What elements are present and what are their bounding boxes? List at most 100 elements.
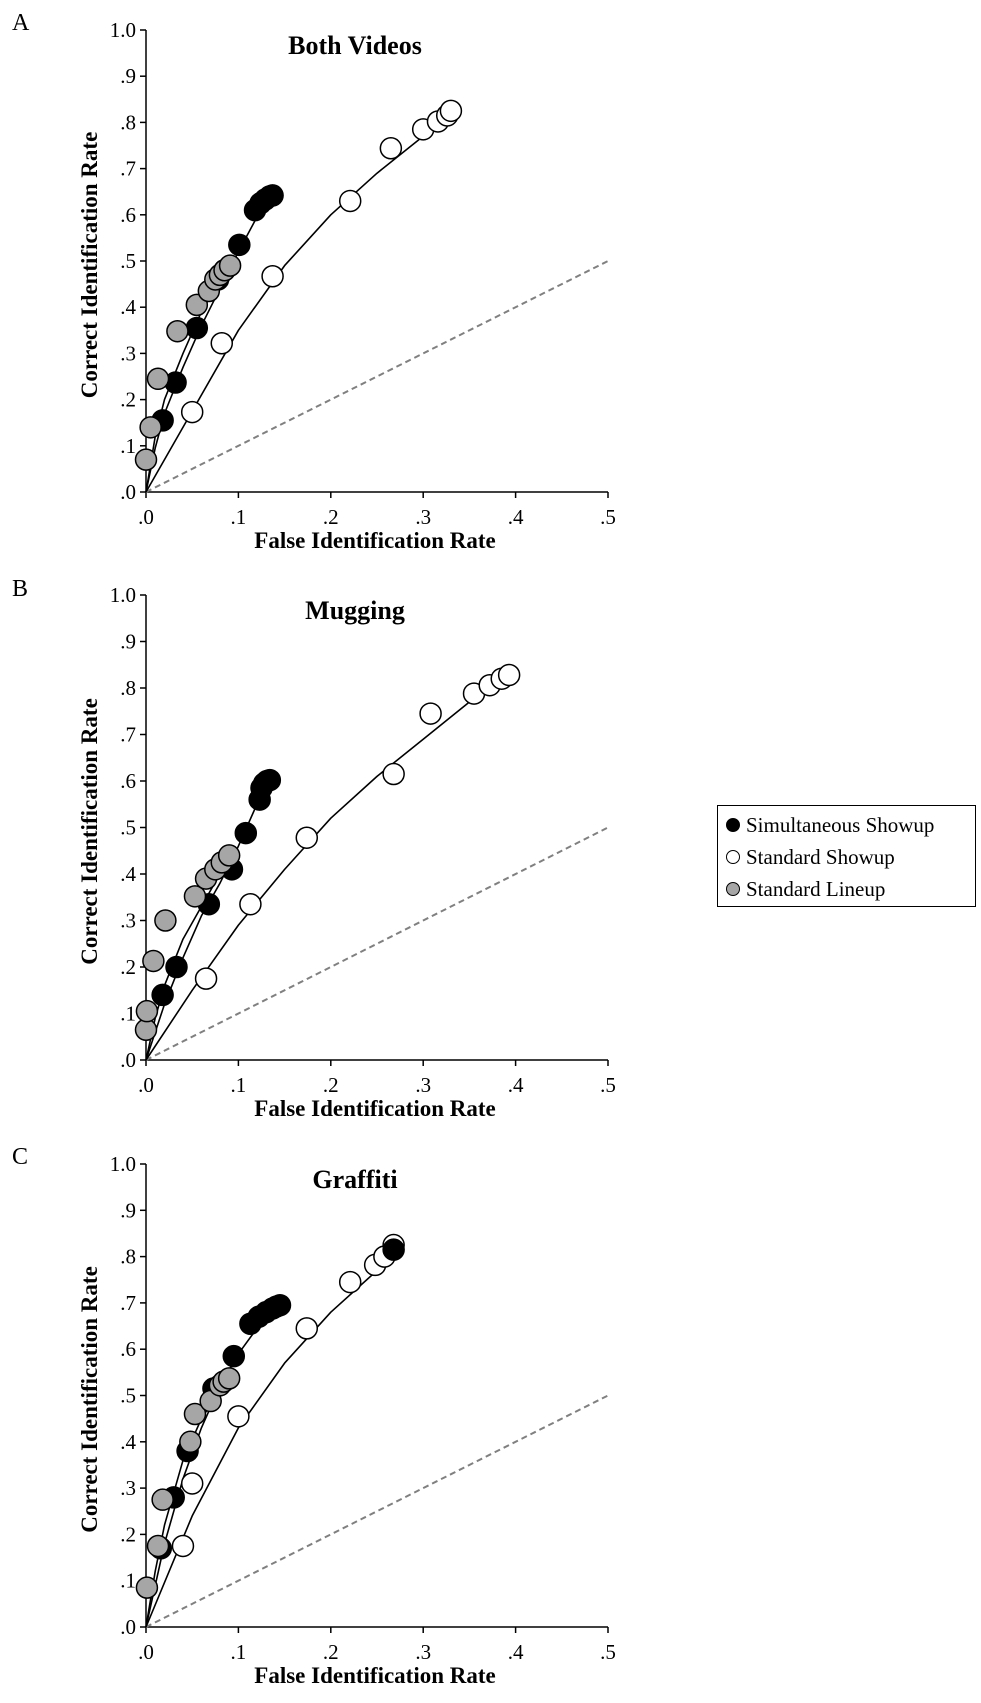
data-point-standard-showup	[439, 99, 463, 123]
y-tick-label: 1.0	[110, 583, 136, 607]
y-tick-label: .6	[120, 769, 136, 793]
panel-label: B	[12, 576, 28, 602]
legend-item-standard-lineup: Standard Lineup	[726, 874, 885, 904]
y-tick-label: .7	[120, 157, 136, 181]
x-axis-label: False Identification Rate	[254, 1663, 495, 1688]
data-point-standard-showup	[382, 762, 405, 786]
y-axis-label: Correct Identification Rate	[77, 132, 102, 399]
data-point-simultaneous-showup	[268, 1293, 292, 1317]
y-tick-label: .4	[120, 295, 136, 319]
fit-curve-standard-showup	[145, 112, 452, 493]
chance-line	[145, 260, 609, 493]
legend-marker-simultaneous-showup	[726, 818, 740, 832]
data-point-standard-lineup	[146, 1534, 170, 1558]
data-point-standard-showup	[338, 1270, 362, 1294]
y-tick-label: .0	[120, 480, 136, 504]
y-tick-label: .7	[120, 723, 136, 747]
y-tick-label: .1	[120, 1569, 136, 1593]
legend-label: Simultaneous Showup	[746, 812, 935, 837]
y-tick-label: .1	[120, 434, 136, 458]
data-point-simultaneous-showup	[185, 316, 209, 340]
data-point-standard-lineup	[179, 1430, 202, 1454]
data-point-simultaneous-showup	[151, 983, 174, 1007]
data-point-standard-showup	[194, 967, 218, 990]
y-tick-label: .5	[120, 816, 136, 840]
data-point-simultaneous-showup	[234, 821, 258, 845]
y-tick-label: .3	[120, 1476, 136, 1500]
y-tick-label: .2	[120, 1522, 136, 1546]
data-point-simultaneous-showup	[261, 184, 284, 207]
x-tick-label: .2	[323, 1640, 339, 1664]
data-point-standard-lineup	[183, 1402, 207, 1426]
data-point-simultaneous-showup	[258, 768, 282, 792]
data-point-standard-showup	[497, 663, 521, 687]
data-point-standard-lineup	[146, 367, 170, 391]
x-tick-label: .4	[508, 1073, 524, 1097]
data-point-standard-showup	[180, 400, 204, 424]
data-point-standard-showup	[261, 264, 284, 288]
data-point-standard-showup	[210, 331, 234, 355]
panel-label: A	[12, 10, 30, 36]
chart-panel-b: B .0 .1 .2 .3 .4 .5 .6 .7 .8 .9 1.0 .0 .1 .2 .3 .4 .5 Mugg…	[12, 576, 616, 1121]
data-point-standard-lineup	[134, 1018, 158, 1042]
x-tick-label: .5	[600, 1640, 616, 1664]
y-tick-label: .6	[120, 203, 136, 227]
data-point-standard-lineup	[166, 319, 189, 343]
y-tick-label: .6	[120, 1337, 136, 1361]
y-axis-label: Correct Identification Rate	[77, 698, 102, 965]
y-tick-label: .5	[120, 249, 136, 273]
data-point-standard-showup	[227, 1405, 250, 1428]
chance-line	[145, 826, 609, 1061]
x-axis-label: False Identification Rate	[254, 528, 495, 553]
data-point-standard-lineup	[154, 909, 177, 932]
x-tick-label: .1	[231, 1640, 247, 1664]
x-axis-label: False Identification Rate	[254, 1096, 495, 1121]
y-tick-label: .0	[120, 1048, 136, 1072]
panel-label: C	[12, 1144, 28, 1170]
chart-panel-c: C .0 .1 .2 .3 .4 .5 .6 .7 .8 .9 1.0 .0 .1 .2 .3 .4 .5 Graf…	[12, 1144, 616, 1688]
data-point-standard-lineup	[139, 416, 162, 439]
legend-marker-standard-showup	[726, 850, 740, 864]
x-tick-label: .0	[138, 1640, 154, 1664]
data-point-simultaneous-showup	[222, 1344, 246, 1368]
y-axis-label: Correct Identification Rate	[77, 1266, 102, 1533]
y-tick-label: .8	[120, 1245, 136, 1269]
data-point-standard-showup	[338, 189, 362, 213]
legend: Simultaneous Showup Standard Showup Stan…	[717, 805, 976, 907]
fit-curve-standard-showup	[145, 675, 510, 1061]
y-tick-label: .5	[120, 1384, 136, 1408]
data-point-standard-lineup	[142, 949, 165, 973]
legend-label: Standard Showup	[746, 844, 895, 869]
x-tick-label: .0	[138, 505, 154, 529]
data-point-standard-lineup	[217, 844, 241, 867]
data-point-standard-showup	[171, 1534, 195, 1558]
data-point-standard-showup	[419, 702, 442, 725]
y-tick-label: 1.0	[110, 1152, 136, 1176]
data-point-standard-showup	[239, 892, 262, 916]
data-point-standard-lineup	[218, 254, 242, 277]
x-tick-label: .1	[231, 505, 247, 529]
chance-line	[145, 1394, 609, 1628]
x-tick-label: .4	[508, 1640, 524, 1664]
y-tick-label: .1	[120, 1002, 136, 1026]
data-point-standard-lineup	[135, 999, 159, 1023]
legend-label: Standard Lineup	[746, 876, 886, 901]
y-tick-label: .3	[120, 341, 136, 365]
legend-item-standard-showup: Standard Showup	[726, 842, 895, 872]
data-point-standard-lineup	[135, 1576, 159, 1599]
data-point-simultaneous-showup	[165, 955, 188, 979]
y-tick-label: .9	[120, 64, 136, 88]
chart-panel-a: A .0 .1 .2 .3 .4 .5 .6 .7 .8 .9 1.0 .0 .1 .2 .3 .4 .5 Both…	[12, 10, 616, 553]
data-point-standard-lineup	[217, 1367, 241, 1390]
data-point-standard-lineup	[183, 885, 207, 908]
data-point-simultaneous-showup	[228, 233, 251, 257]
y-tick-label: .3	[120, 909, 136, 933]
x-tick-label: .3	[415, 1640, 431, 1664]
x-tick-label: .5	[600, 1073, 616, 1097]
y-tick-label: .0	[120, 1615, 136, 1639]
y-tick-label: .2	[120, 955, 136, 979]
x-tick-label: .2	[323, 505, 339, 529]
data-point-standard-showup	[295, 1317, 319, 1340]
x-tick-label: .0	[138, 1073, 154, 1097]
